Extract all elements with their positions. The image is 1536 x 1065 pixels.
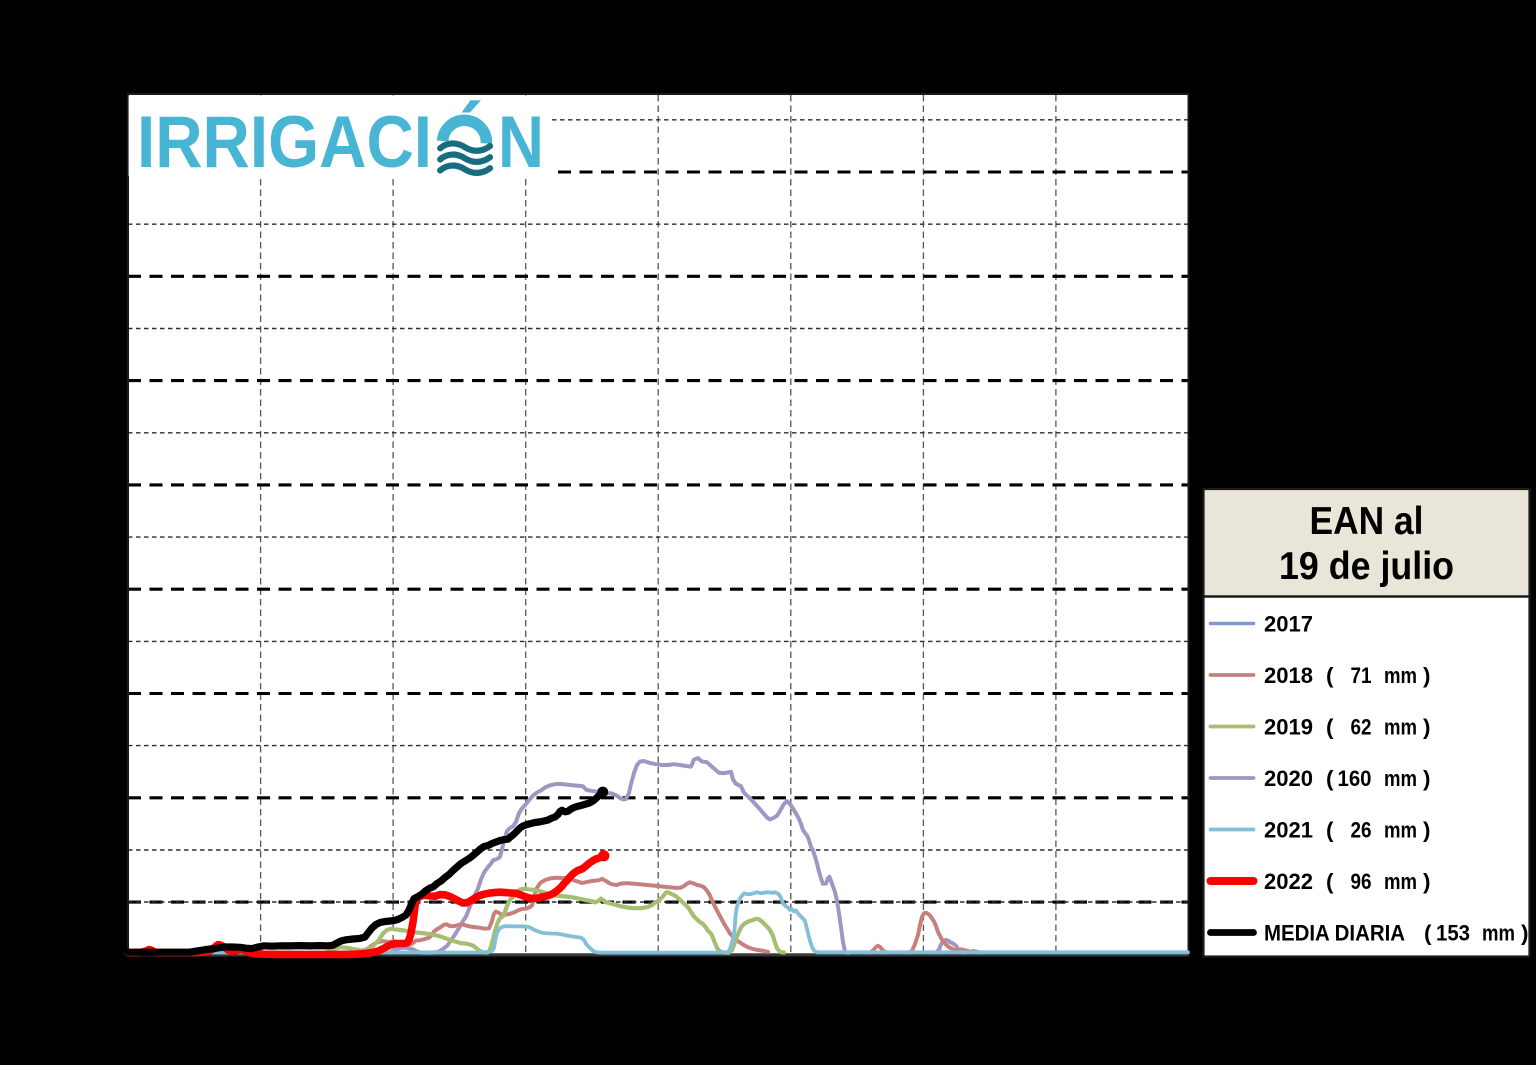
svg-text:mm: mm — [1384, 663, 1417, 688]
svg-text:2017: 2017 — [1264, 612, 1313, 637]
svg-text:(: ( — [1326, 715, 1334, 740]
svg-text:96: 96 — [1351, 869, 1372, 894]
svg-text:IRRIGACI: IRRIGACI — [137, 102, 432, 183]
svg-text:2022: 2022 — [1264, 869, 1313, 894]
svg-text:(: ( — [1326, 766, 1334, 791]
svg-text:N: N — [498, 102, 544, 183]
svg-text:(: ( — [1326, 818, 1334, 843]
svg-text:): ) — [1423, 766, 1431, 791]
svg-text:(: ( — [1326, 663, 1334, 688]
svg-text:153: 153 — [1436, 921, 1470, 946]
svg-text:): ) — [1521, 921, 1529, 946]
svg-text:mm: mm — [1384, 766, 1417, 791]
svg-text:mm: mm — [1384, 869, 1417, 894]
svg-text:2019: 2019 — [1264, 715, 1313, 740]
svg-text:2018: 2018 — [1264, 663, 1313, 688]
svg-text:mm: mm — [1482, 921, 1515, 946]
svg-text:26: 26 — [1351, 818, 1372, 843]
svg-text:mm: mm — [1384, 715, 1417, 740]
svg-text:160: 160 — [1338, 766, 1372, 791]
svg-text:(: ( — [1424, 921, 1432, 946]
svg-text:): ) — [1423, 715, 1431, 740]
svg-text:(: ( — [1326, 869, 1334, 894]
svg-text:): ) — [1423, 818, 1431, 843]
svg-text:19 de julio: 19 de julio — [1279, 545, 1454, 588]
svg-text:): ) — [1423, 869, 1431, 894]
svg-text:mm: mm — [1384, 818, 1417, 843]
svg-text:EAN al: EAN al — [1310, 500, 1424, 543]
svg-text:2020: 2020 — [1264, 766, 1313, 791]
svg-text:71: 71 — [1351, 663, 1372, 688]
svg-text:62: 62 — [1351, 715, 1372, 740]
svg-text:MEDIA DIARIA: MEDIA DIARIA — [1264, 921, 1405, 946]
svg-text:): ) — [1423, 663, 1431, 688]
svg-text:2021: 2021 — [1264, 818, 1313, 843]
